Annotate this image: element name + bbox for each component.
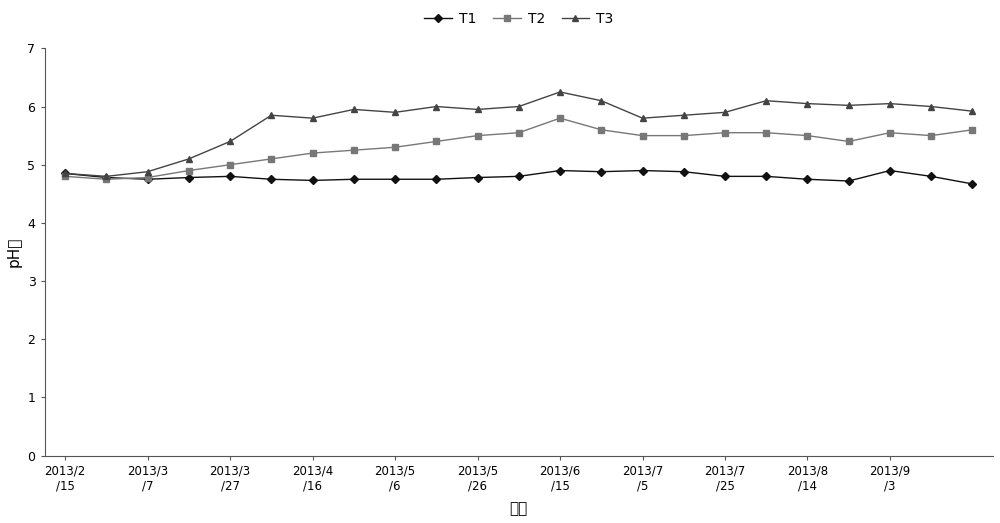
T1 (100, 174, 112, 180)
T3 (348, 106, 360, 112)
T1 (719, 173, 731, 179)
T3 (595, 98, 607, 104)
T1 (801, 176, 813, 183)
T3 (719, 109, 731, 116)
T2 (265, 156, 277, 162)
T3 (100, 173, 112, 179)
T1 (389, 176, 401, 183)
T3 (183, 156, 195, 162)
T2 (966, 127, 978, 133)
T1 (595, 168, 607, 175)
T1 (513, 173, 525, 179)
Line: T1: T1 (62, 168, 975, 187)
T3 (224, 138, 236, 144)
T1 (637, 167, 649, 174)
T3 (637, 115, 649, 121)
T1 (307, 177, 319, 184)
T1 (183, 174, 195, 180)
T1 (966, 181, 978, 187)
T2 (142, 174, 154, 180)
T3 (966, 108, 978, 115)
T2 (224, 162, 236, 168)
T2 (100, 176, 112, 183)
Legend: T1, T2, T3: T1, T2, T3 (419, 6, 619, 31)
T1 (925, 173, 937, 179)
T1 (59, 170, 71, 177)
T2 (637, 132, 649, 139)
T3 (142, 168, 154, 175)
T3 (801, 100, 813, 107)
T2 (719, 130, 731, 136)
T1 (554, 167, 566, 174)
X-axis label: 日期: 日期 (510, 501, 528, 516)
T1 (224, 173, 236, 179)
T2 (595, 127, 607, 133)
T2 (348, 147, 360, 153)
T3 (678, 112, 690, 118)
T1 (884, 167, 896, 174)
T1 (843, 178, 855, 184)
T3 (307, 115, 319, 121)
T2 (678, 132, 690, 139)
T1 (678, 168, 690, 175)
T3 (843, 102, 855, 108)
T3 (472, 106, 484, 112)
T3 (430, 104, 442, 110)
T1 (348, 176, 360, 183)
T2 (801, 132, 813, 139)
T3 (760, 98, 772, 104)
T2 (430, 138, 442, 144)
T3 (389, 109, 401, 116)
Line: T3: T3 (62, 88, 976, 180)
T1 (760, 173, 772, 179)
T2 (59, 173, 71, 179)
T2 (183, 167, 195, 174)
T3 (925, 104, 937, 110)
Line: T2: T2 (62, 115, 976, 183)
T3 (59, 170, 71, 177)
T2 (389, 144, 401, 151)
T2 (884, 130, 896, 136)
T2 (472, 132, 484, 139)
T2 (307, 150, 319, 156)
T1 (472, 174, 484, 180)
T3 (513, 104, 525, 110)
T2 (760, 130, 772, 136)
T2 (554, 115, 566, 121)
T2 (513, 130, 525, 136)
T3 (554, 89, 566, 95)
Y-axis label: pH值: pH值 (7, 237, 22, 267)
T1 (430, 176, 442, 183)
T3 (884, 100, 896, 107)
T3 (265, 112, 277, 118)
T2 (843, 138, 855, 144)
T1 (265, 176, 277, 183)
T1 (142, 176, 154, 183)
T2 (925, 132, 937, 139)
